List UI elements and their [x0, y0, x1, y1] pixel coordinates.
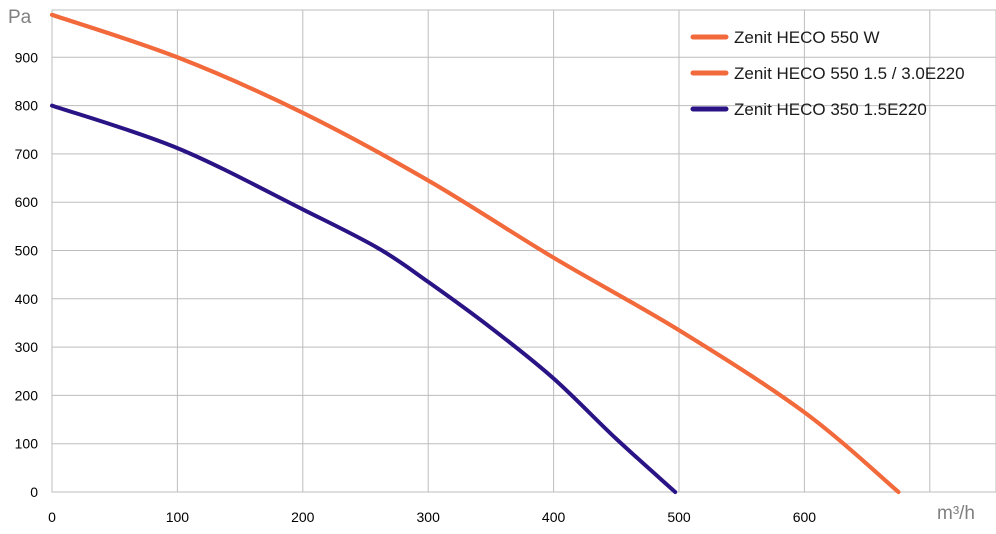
y-axis-unit-label: Pa	[8, 7, 32, 28]
x-tick-label: 400	[542, 509, 566, 525]
tick-labels: 0 100 200 300 400 500 600 700 800 900 0 100 200 300 40…	[15, 49, 817, 525]
y-tick-label: 800	[15, 98, 39, 114]
y-tick-label: 100	[15, 436, 39, 452]
x-tick-label: 200	[291, 509, 315, 525]
y-tick-label: 0	[30, 484, 38, 500]
legend-label: Zenit HECO 550 1.5 / 3.0E220	[734, 64, 965, 83]
x-tick-label: 600	[793, 509, 817, 525]
grid	[51, 9, 996, 493]
y-tick-label: 500	[15, 243, 39, 259]
x-tick-label: 100	[166, 509, 190, 525]
x-tick-label: 0	[48, 509, 56, 525]
y-tick-label: 400	[15, 291, 39, 307]
y-tick-label: 600	[15, 194, 39, 210]
y-tick-label: 300	[15, 339, 39, 355]
y-tick-label: 700	[15, 146, 39, 162]
legend: Zenit HECO 550 W Zenit HECO 550 1.5 / 3.0…	[690, 28, 965, 119]
legend-label: Zenit HECO 350 1.5E220	[734, 100, 927, 119]
series-line-zenit-heco-550-1-5-3-0e220	[50, 12, 901, 494]
series-lines	[50, 12, 901, 494]
y-tick-label: 900	[15, 49, 39, 65]
series-line-zenit-heco-350-1-5e220	[50, 103, 678, 494]
x-axis-unit-label: m³/h	[937, 503, 975, 524]
x-tick-label: 500	[667, 509, 691, 525]
y-tick-label: 200	[15, 387, 39, 403]
legend-label: Zenit HECO 550 W	[734, 28, 880, 47]
series-line-zenit-heco-550-w	[50, 12, 901, 494]
x-tick-label: 300	[417, 509, 441, 525]
